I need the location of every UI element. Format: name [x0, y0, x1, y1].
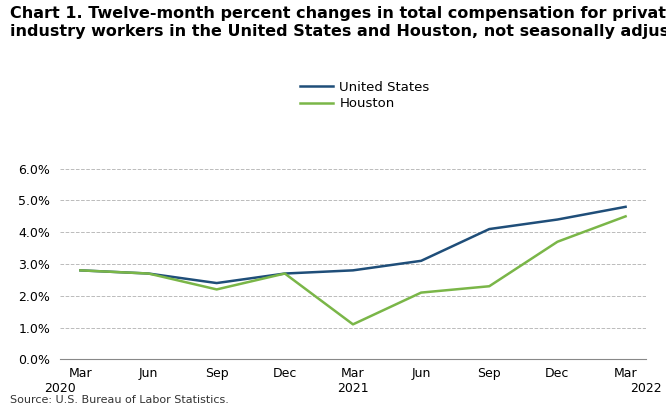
Text: 2020: 2020	[44, 382, 76, 395]
Text: 2021: 2021	[337, 382, 369, 395]
Legend: United States, Houston: United States, Houston	[300, 81, 430, 110]
Text: 2022: 2022	[630, 382, 662, 395]
Text: Chart 1. Twelve-month percent changes in total compensation for private
industry: Chart 1. Twelve-month percent changes in…	[10, 6, 666, 38]
Text: Source: U.S. Bureau of Labor Statistics.: Source: U.S. Bureau of Labor Statistics.	[10, 395, 229, 405]
